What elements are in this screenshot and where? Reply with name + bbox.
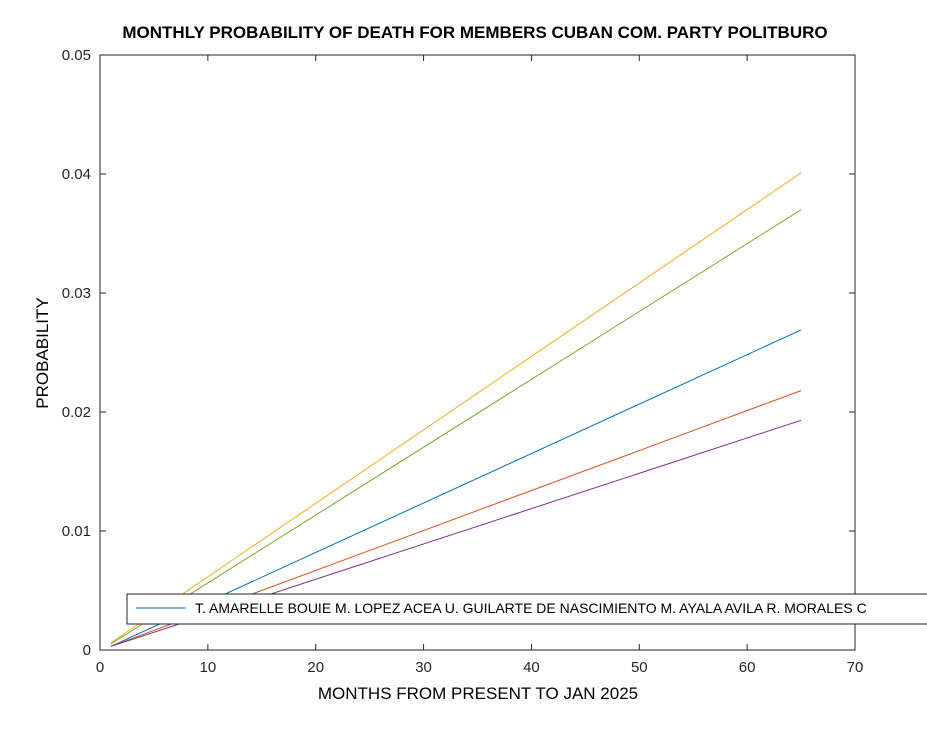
x-tick-label: 40	[523, 659, 540, 676]
chart-title: MONTHLY PROBABILITY OF DEATH FOR MEMBERS…	[122, 23, 827, 42]
legend-text: T. AMARELLE BOUIE M. LOPEZ ACEA U. GUILA…	[195, 600, 867, 616]
y-tick-label: 0.05	[62, 47, 91, 64]
legend: T. AMARELLE BOUIE M. LOPEZ ACEA U. GUILA…	[126, 593, 927, 625]
y-tick-label: 0.04	[62, 166, 91, 183]
x-axis-label: MONTHS FROM PRESENT TO JAN 2025	[318, 684, 638, 703]
y-tick-label: 0.01	[62, 523, 91, 540]
x-tick-label: 60	[739, 659, 756, 676]
x-tick-label: 0	[96, 659, 104, 676]
x-tick-label: 20	[307, 659, 324, 676]
y-tick-label: 0.03	[62, 285, 91, 302]
y-axis-label: PROBABILITY	[33, 297, 52, 408]
series-line-5	[110, 209, 802, 645]
series-line-3	[110, 172, 802, 644]
y-axis-ticks: 0 0.01 0.02 0.03 0.04 0.05	[62, 47, 855, 659]
x-axis-ticks: 0 10 20 30 40 50 60 70	[96, 55, 864, 676]
y-tick-label: 0	[83, 642, 91, 659]
x-tick-label: 30	[415, 659, 432, 676]
x-tick-label: 50	[631, 659, 648, 676]
legend-box	[126, 593, 927, 625]
y-tick-label: 0.02	[62, 404, 91, 421]
x-tick-label: 10	[200, 659, 217, 676]
x-tick-label: 70	[847, 659, 864, 676]
plot-area	[99, 54, 856, 651]
